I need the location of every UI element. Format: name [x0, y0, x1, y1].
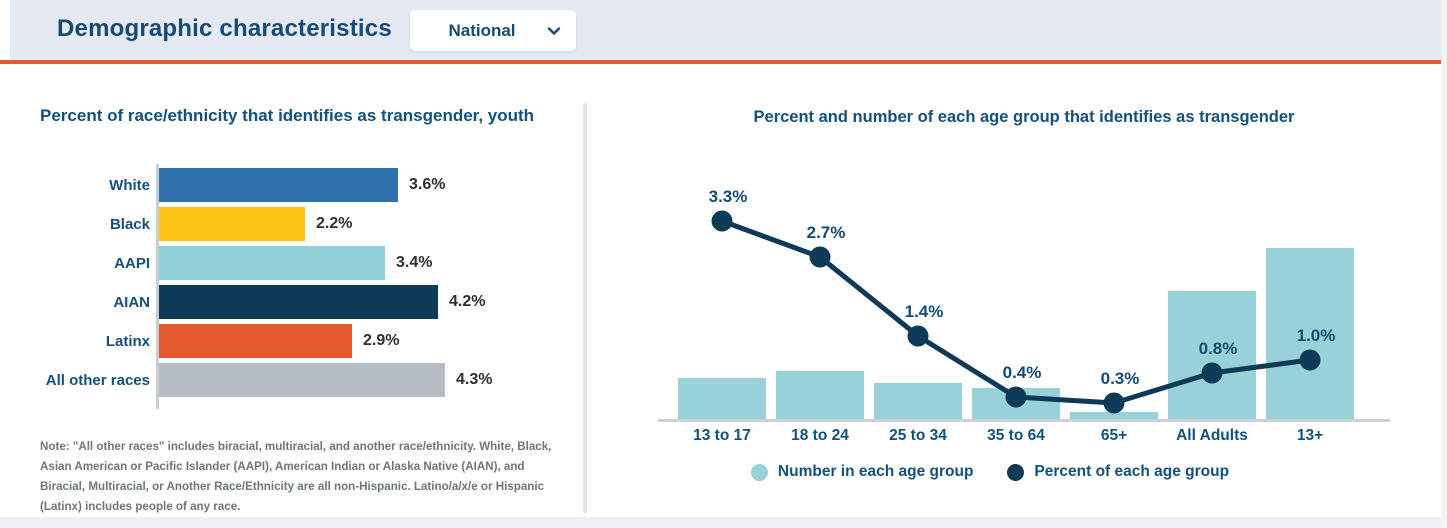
- x-label-65: 65+: [1100, 427, 1128, 444]
- percent-label-18-to-24: 2.7%: [806, 223, 846, 242]
- bar-13-to-17: [678, 378, 766, 421]
- x-label-13: 13+: [1296, 427, 1324, 444]
- region-dropdown-value: National: [448, 20, 516, 40]
- age-chart-legend: Number in each age group Percent of each…: [600, 460, 1380, 484]
- teal-dot-icon: [750, 463, 768, 481]
- page-edge-bottom: [0, 517, 1441, 528]
- value-label-latinx: 2.9%: [363, 332, 400, 349]
- bar-35-to-64: [972, 388, 1060, 421]
- bar-65: [1070, 412, 1158, 421]
- page-title: Demographic characteristics: [57, 15, 392, 42]
- x-label-35-to-64: 35 to 64: [987, 427, 1045, 444]
- bar-all-other-races: [159, 363, 445, 397]
- bar-18-to-24: [776, 371, 864, 421]
- data-point-13-to-17: [711, 210, 733, 232]
- bar-25-to-34: [874, 383, 962, 421]
- x-label-all-adults: All Adults: [1176, 427, 1248, 444]
- category-label-white: White: [109, 176, 150, 194]
- navy-dot-icon: [1007, 463, 1025, 481]
- category-label-black: Black: [109, 215, 150, 233]
- chevron-down-icon: [546, 23, 562, 39]
- race-chart-axis: [156, 164, 159, 409]
- race-chart-note: Note: "All other races" includes biracia…: [40, 440, 552, 513]
- bar-white: [159, 168, 398, 202]
- bar-black: [159, 207, 305, 241]
- age-chart-baseline: [658, 419, 1390, 422]
- bar-aapi: [159, 246, 385, 280]
- x-label-25-to-34: 25 to 34: [889, 427, 947, 444]
- percent-label-25-to-34: 1.4%: [904, 302, 944, 321]
- percent-label-65: 0.3%: [1100, 369, 1140, 388]
- data-point-18-to-24: [809, 246, 831, 268]
- age-chart-title: Percent and number of each age group tha…: [753, 108, 1295, 126]
- legend-label-number: Number in each age group: [777, 463, 974, 480]
- value-label-black: 2.2%: [316, 215, 353, 232]
- category-label-aian: AIAN: [113, 293, 150, 311]
- legend-label-percent: Percent of each age group: [1034, 463, 1230, 480]
- region-dropdown[interactable]: National: [410, 10, 576, 51]
- percent-label-13: 1.0%: [1296, 326, 1336, 345]
- race-chart-title: Percent of race/ethnicity that identifie…: [40, 106, 535, 125]
- legend-item-percent: Percent of each age group: [1007, 463, 1229, 481]
- value-label-white: 3.6%: [409, 176, 446, 193]
- percent-label-all-adults: 0.8%: [1198, 339, 1238, 358]
- header: Demographic characteristics: [10, 0, 1441, 60]
- bar-latinx: [159, 324, 352, 358]
- legend-item-number: Number in each age group: [750, 463, 974, 481]
- x-label-18-to-24: 18 to 24: [791, 427, 849, 444]
- value-label-aian: 4.2%: [449, 293, 486, 310]
- percent-label-13-to-17: 3.3%: [708, 187, 748, 206]
- page-edge-right: [1441, 0, 1447, 528]
- data-point-65: [1103, 392, 1125, 414]
- category-label-latinx: Latinx: [105, 332, 150, 350]
- value-label-all-other-races: 4.3%: [456, 371, 493, 388]
- bar-aian: [159, 285, 438, 319]
- value-label-aapi: 3.4%: [396, 254, 433, 271]
- header-accent-rule: [0, 60, 1441, 64]
- x-label-13-to-17: 13 to 17: [693, 427, 751, 444]
- data-point-25-to-34: [907, 325, 929, 347]
- category-label-all-other-races: All other races: [45, 371, 150, 389]
- percent-label-35-to-64: 0.4%: [1002, 363, 1042, 382]
- category-label-aapi: AAPI: [114, 254, 150, 272]
- panel-divider: [583, 103, 587, 513]
